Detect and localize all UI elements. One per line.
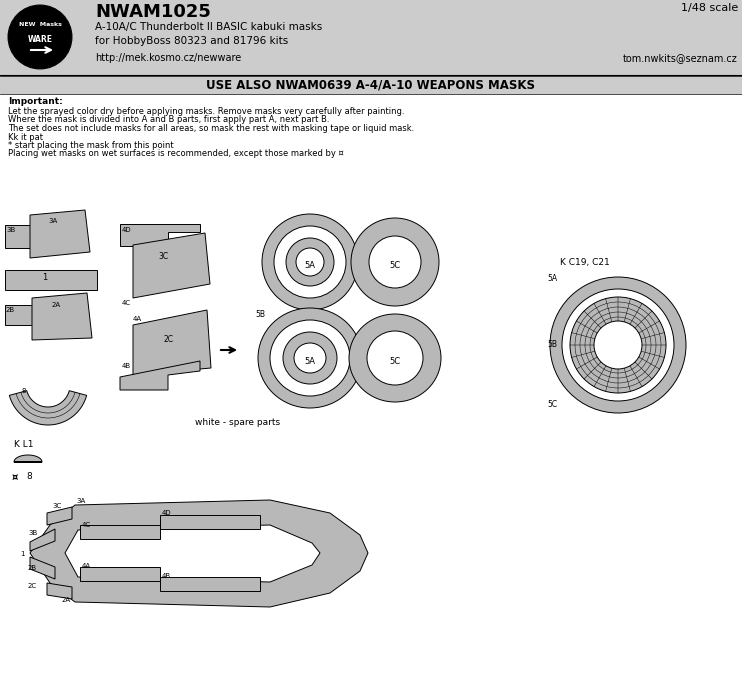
Polygon shape bbox=[47, 583, 72, 599]
Text: for HobbyBoss 80323 and 81796 kits: for HobbyBoss 80323 and 81796 kits bbox=[95, 36, 288, 46]
Text: http://mek.kosmo.cz/newware: http://mek.kosmo.cz/newware bbox=[95, 53, 241, 63]
Text: Let the sprayed color dry before applying masks. Remove masks very carefully aft: Let the sprayed color dry before applyin… bbox=[8, 107, 404, 116]
Text: 5B: 5B bbox=[255, 310, 265, 319]
Text: Kk it pat: Kk it pat bbox=[8, 133, 43, 142]
Text: 3A: 3A bbox=[48, 218, 57, 224]
Text: 2C: 2C bbox=[163, 335, 173, 344]
Text: K L1: K L1 bbox=[14, 440, 33, 449]
Text: 4C: 4C bbox=[82, 522, 91, 528]
Text: 2C: 2C bbox=[28, 583, 37, 589]
Text: 2A: 2A bbox=[62, 597, 71, 603]
Text: 3A: 3A bbox=[76, 498, 85, 504]
Circle shape bbox=[550, 277, 686, 413]
Text: Where the mask is divided into A and B parts, first apply part A, next part B.: Where the mask is divided into A and B p… bbox=[8, 115, 329, 124]
Text: white - spare parts: white - spare parts bbox=[195, 418, 280, 427]
Text: * start placing the mask from this point: * start placing the mask from this point bbox=[8, 141, 174, 150]
Polygon shape bbox=[10, 391, 87, 425]
Circle shape bbox=[594, 321, 642, 369]
Polygon shape bbox=[30, 529, 55, 551]
Ellipse shape bbox=[294, 343, 326, 373]
Text: WARE: WARE bbox=[27, 35, 53, 44]
Text: The set does not include masks for all areas, so mask the rest with masking tape: The set does not include masks for all a… bbox=[8, 124, 414, 133]
Ellipse shape bbox=[258, 308, 362, 408]
Polygon shape bbox=[65, 525, 320, 582]
Text: USE ALSO NWAM0639 A-4/A-10 WEAPONS MASKS: USE ALSO NWAM0639 A-4/A-10 WEAPONS MASKS bbox=[206, 78, 536, 91]
Text: 5C: 5C bbox=[390, 260, 401, 269]
Polygon shape bbox=[30, 500, 368, 607]
Polygon shape bbox=[47, 507, 72, 525]
Text: NWAM1025: NWAM1025 bbox=[95, 3, 211, 21]
Text: 4D: 4D bbox=[122, 227, 131, 233]
Text: 8: 8 bbox=[26, 472, 32, 481]
Polygon shape bbox=[5, 305, 32, 325]
Polygon shape bbox=[133, 310, 211, 375]
Text: 5C: 5C bbox=[547, 400, 557, 409]
Text: 4C: 4C bbox=[122, 300, 131, 306]
Text: 4B: 4B bbox=[122, 363, 131, 369]
Ellipse shape bbox=[283, 332, 337, 384]
Text: Important:: Important: bbox=[8, 97, 63, 106]
Bar bbox=[0, 0, 742, 75]
Bar bbox=[0, 76, 742, 94]
Text: 5B: 5B bbox=[547, 340, 557, 349]
Bar bbox=[80, 567, 160, 581]
Ellipse shape bbox=[270, 320, 350, 396]
Circle shape bbox=[562, 289, 674, 401]
Text: Placing wet masks on wet surfaces is recommended, except those marked by ¤: Placing wet masks on wet surfaces is rec… bbox=[8, 150, 344, 159]
Polygon shape bbox=[30, 557, 55, 579]
Polygon shape bbox=[120, 361, 200, 390]
Circle shape bbox=[570, 297, 666, 393]
Text: 8: 8 bbox=[22, 388, 27, 394]
Polygon shape bbox=[133, 233, 210, 298]
Circle shape bbox=[351, 218, 439, 306]
Text: 4A: 4A bbox=[133, 316, 142, 322]
Bar bbox=[5, 270, 97, 290]
Text: 3C: 3C bbox=[52, 503, 62, 509]
Text: 3C: 3C bbox=[158, 252, 168, 261]
Text: 1: 1 bbox=[20, 551, 24, 557]
Text: 5A: 5A bbox=[304, 260, 315, 269]
Text: 5C: 5C bbox=[390, 357, 401, 365]
Text: 2B: 2B bbox=[28, 565, 37, 571]
Circle shape bbox=[274, 226, 346, 298]
Text: 1: 1 bbox=[42, 273, 47, 282]
Circle shape bbox=[286, 238, 334, 286]
Text: NEW  Masks: NEW Masks bbox=[19, 22, 62, 27]
Text: 2A: 2A bbox=[52, 302, 61, 308]
Circle shape bbox=[369, 236, 421, 288]
Text: 4A: 4A bbox=[82, 563, 91, 569]
Circle shape bbox=[8, 5, 72, 69]
Text: ¤: ¤ bbox=[12, 472, 19, 482]
Ellipse shape bbox=[349, 314, 441, 402]
Text: 4D: 4D bbox=[162, 510, 171, 516]
Circle shape bbox=[262, 214, 358, 310]
Text: 5A: 5A bbox=[547, 274, 557, 283]
Polygon shape bbox=[32, 293, 92, 340]
Ellipse shape bbox=[367, 331, 423, 385]
Polygon shape bbox=[30, 210, 90, 258]
Text: A-10A/C Thunderbolt II BASIC kabuki masks: A-10A/C Thunderbolt II BASIC kabuki mask… bbox=[95, 22, 322, 32]
Text: K C19, C21: K C19, C21 bbox=[560, 258, 610, 267]
Text: 2B: 2B bbox=[6, 307, 15, 313]
Text: 4B: 4B bbox=[162, 573, 171, 579]
Polygon shape bbox=[120, 224, 200, 246]
Text: 3B: 3B bbox=[28, 530, 37, 536]
Text: 3B: 3B bbox=[6, 227, 16, 233]
Circle shape bbox=[296, 248, 324, 276]
Text: 5A: 5A bbox=[304, 357, 315, 365]
Bar bbox=[80, 525, 160, 539]
Text: tom.nwkits@seznam.cz: tom.nwkits@seznam.cz bbox=[623, 53, 738, 63]
Bar bbox=[160, 577, 260, 591]
Bar bbox=[160, 515, 260, 529]
Text: 1/48 scale: 1/48 scale bbox=[680, 3, 738, 13]
Polygon shape bbox=[14, 455, 42, 462]
Polygon shape bbox=[5, 225, 30, 248]
